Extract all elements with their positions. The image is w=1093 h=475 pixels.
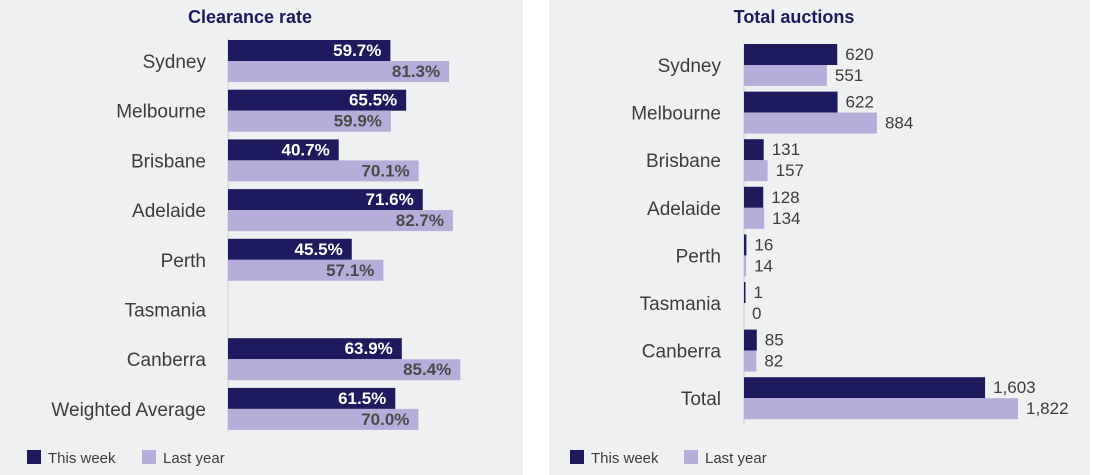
total-auctions-panel: Total auctions Sydney 620 551 Melbourne 622 8…: [549, 0, 1090, 475]
bar-this-week-perth: [228, 238, 352, 260]
clearance-rate-chart: Clearance rate Sydney 59.7% 81.3% Melbourne…: [27, 7, 461, 467]
category-label-total: Total: [681, 389, 721, 410]
data-label-last-year-adelaide: 134: [772, 209, 800, 228]
bar-this-week-total: [744, 377, 986, 399]
data-label-last-year-brisbane: 157: [776, 161, 804, 180]
data-label-last-year-adelaide: 82.7%: [396, 211, 444, 230]
category-label-canberra: Canberra: [642, 342, 722, 363]
bar-last-year-melbourne: [228, 110, 391, 132]
bar-last-year-perth: [744, 255, 747, 277]
bar-last-year-sydney: [228, 61, 450, 82]
data-label-last-year-perth: 57.1%: [326, 261, 374, 280]
data-label-last-year-tasmania: 0: [752, 304, 761, 323]
bar-last-year-canberra: [228, 359, 461, 381]
data-label-last-year-melbourne: 59.9%: [334, 112, 382, 131]
bar-last-year-melbourne: [744, 112, 877, 134]
data-label-this-week-weighted-average: 61.5%: [338, 389, 386, 408]
legend-label-last-year: Last year: [163, 450, 225, 467]
data-label-this-week-sydney: 620: [845, 45, 873, 64]
category-label-canberra: Canberra: [127, 350, 207, 371]
bar-this-week-weighted-average: [228, 387, 396, 409]
bar-this-week-tasmania: [744, 282, 746, 303]
bar-last-year-adelaide: [744, 207, 765, 229]
data-label-this-week-melbourne: 622: [846, 93, 874, 112]
data-label-last-year-total: 1,822: [1026, 399, 1069, 418]
bar-this-week-sydney: [228, 40, 391, 61]
legend-swatch-this-week: [570, 450, 584, 464]
data-label-last-year-sydney: 81.3%: [392, 62, 440, 81]
bar-last-year-brisbane: [228, 160, 419, 182]
data-label-last-year-melbourne: 884: [885, 114, 913, 133]
legend-swatch-this-week: [27, 450, 41, 464]
bar-this-week-adelaide: [744, 186, 764, 208]
category-label-melbourne: Melbourne: [116, 102, 206, 123]
legend-swatch-last-year: [142, 450, 156, 464]
category-label-weighted-average: Weighted Average: [51, 400, 206, 421]
bar-this-week-brisbane: [228, 139, 339, 161]
bar-last-year-perth: [228, 259, 384, 281]
data-label-this-week-sydney: 59.7%: [333, 41, 381, 60]
category-label-adelaide: Adelaide: [647, 199, 721, 220]
chart-title: Total auctions: [734, 7, 855, 27]
category-label-sydney: Sydney: [658, 56, 722, 77]
data-label-last-year-perth: 14: [754, 256, 773, 275]
bar-this-week-canberra: [744, 329, 757, 351]
bar-this-week-melbourne: [744, 91, 838, 113]
category-label-perth: Perth: [161, 251, 206, 272]
data-label-this-week-perth: 16: [754, 235, 773, 254]
clearance-rate-panel: Clearance rate Sydney 59.7% 81.3% Melbourne…: [0, 0, 523, 475]
bar-this-week-sydney: [744, 44, 838, 65]
category-label-perth: Perth: [676, 246, 721, 267]
category-label-tasmania: Tasmania: [125, 301, 207, 322]
bar-this-week-melbourne: [228, 89, 407, 111]
legend-swatch-last-year: [684, 450, 698, 464]
data-label-last-year-canberra: 85.4%: [403, 360, 451, 379]
total-auctions-chart: Total auctions Sydney 620 551 Melbourne 622 8…: [570, 7, 1069, 467]
legend-label-this-week: This week: [591, 450, 659, 467]
category-label-brisbane: Brisbane: [646, 151, 721, 172]
category-label-sydney: Sydney: [143, 52, 207, 73]
bar-last-year-sydney: [744, 65, 827, 86]
bar-last-year-brisbane: [744, 160, 768, 182]
bar-this-week-adelaide: [228, 189, 423, 211]
data-label-last-year-weighted-average: 70.0%: [361, 410, 409, 429]
data-label-this-week-canberra: 63.9%: [345, 339, 393, 358]
data-label-this-week-adelaide: 128: [771, 188, 799, 207]
data-label-this-week-total: 1,603: [993, 378, 1036, 397]
category-label-brisbane: Brisbane: [131, 151, 206, 172]
category-label-tasmania: Tasmania: [640, 294, 722, 315]
category-label-adelaide: Adelaide: [132, 201, 206, 222]
data-label-this-week-canberra: 85: [765, 331, 784, 350]
data-label-this-week-brisbane: 40.7%: [282, 140, 330, 159]
data-label-this-week-brisbane: 131: [772, 140, 800, 159]
data-label-this-week-melbourne: 65.5%: [349, 91, 397, 110]
chart-title: Clearance rate: [188, 7, 312, 27]
bar-this-week-brisbane: [744, 139, 764, 161]
data-label-last-year-canberra: 82: [764, 352, 783, 371]
bar-last-year-adelaide: [228, 210, 453, 232]
legend-label-this-week: This week: [48, 450, 116, 467]
bar-last-year-canberra: [744, 350, 757, 372]
legend-label-last-year: Last year: [705, 450, 767, 467]
data-label-last-year-sydney: 551: [835, 66, 863, 85]
bar-last-year-total: [744, 398, 1018, 420]
bar-this-week-perth: [744, 234, 747, 256]
category-label-melbourne: Melbourne: [631, 104, 721, 125]
data-label-this-week-perth: 45.5%: [295, 240, 343, 259]
bar-this-week-canberra: [228, 338, 402, 360]
data-label-this-week-tasmania: 1: [754, 283, 763, 302]
data-label-this-week-adelaide: 71.6%: [366, 190, 414, 209]
bar-last-year-weighted-average: [228, 408, 419, 430]
data-label-last-year-brisbane: 70.1%: [361, 161, 409, 180]
